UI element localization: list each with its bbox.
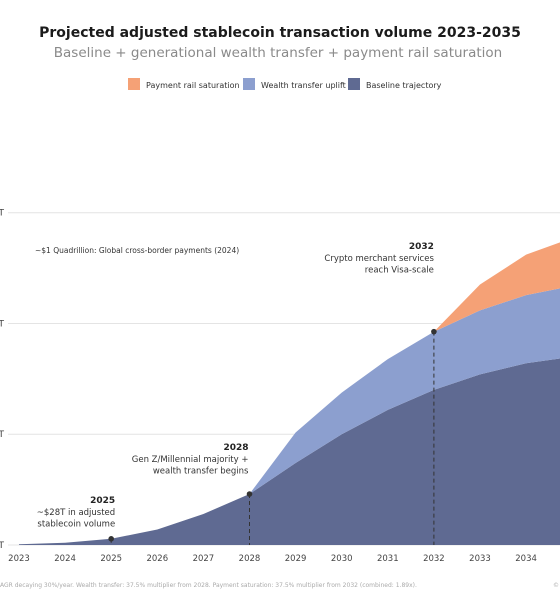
y-tick-label: T [0,209,5,219]
x-tick-label: 2031 [377,554,399,564]
annotation-point [247,491,253,497]
reference-line-label: ~$1 Quadrillion: Global cross-border pay… [35,246,239,255]
x-tick-label: 2033 [469,554,491,564]
legend-swatch [348,78,360,90]
chart-subtitle: Baseline + generational wealth transfer … [54,45,502,61]
annotation-point [108,536,114,542]
x-tick-label: 2025 [100,554,122,564]
annotation-text: Crypto merchant services [324,254,434,264]
copyright-mark: © [553,582,559,589]
x-tick-label: 2024 [54,554,76,564]
chart-title: Projected adjusted stablecoin transactio… [39,25,521,41]
annotation-text: wealth transfer begins [153,467,249,477]
x-tick-label: 2026 [146,554,168,564]
y-axis-labels: T T T T [0,209,5,551]
x-tick-label: 2028 [239,554,261,564]
x-tick-label: 2034 [515,554,537,564]
footnote: AGR decaying 30%/year. Wealth transfer: … [0,582,417,589]
annotation-text: reach Visa-scale [365,266,434,276]
legend-label: Baseline trajectory [366,81,442,90]
x-axis-labels: 2023 2024 2025 2026 2027 2028 2029 2030 2031 2032… [8,554,560,564]
annotation-year: 2032 [409,242,434,252]
chart-legend: Payment rail saturation Wealth transfer u… [128,78,442,90]
annotation-point [431,329,437,335]
y-tick-label: T [0,541,5,551]
annotation-text: ~$28T in adjusted [37,508,115,518]
x-tick-label: 2023 [8,554,30,564]
annotation-text: Gen Z/Millennial majority + [132,455,249,465]
x-tick-label: 2027 [193,554,215,564]
y-tick-label: T [0,319,5,329]
y-tick-label: T [0,430,5,440]
x-tick-label: 2030 [331,554,353,564]
x-tick-label: 2032 [423,554,445,564]
x-tick-label: 2029 [285,554,307,564]
legend-swatch [128,78,140,90]
legend-label: Payment rail saturation [146,81,240,90]
annotation-year: 2025 [90,496,115,506]
annotation-text: stablecoin volume [37,520,115,530]
annotation-year: 2028 [223,443,248,453]
legend-label: Wealth transfer uplift [261,81,346,90]
legend-swatch [243,78,255,90]
